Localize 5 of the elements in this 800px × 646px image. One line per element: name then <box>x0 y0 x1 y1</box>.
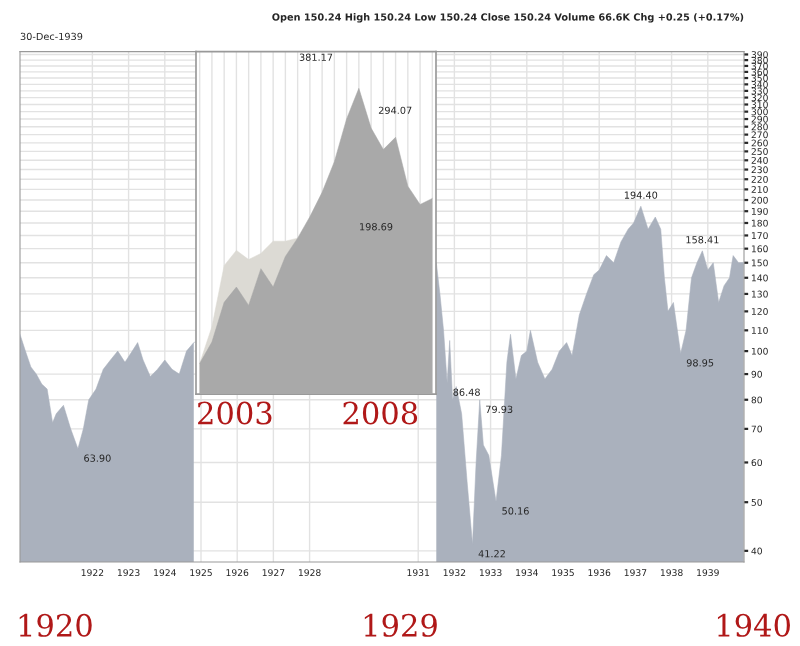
text: 1940 <box>717 613 790 637</box>
text: 1920 <box>19 613 92 637</box>
annotation: 2008 <box>343 401 418 425</box>
text: 1929 <box>364 613 437 637</box>
annotation: 2003 <box>198 401 272 425</box>
